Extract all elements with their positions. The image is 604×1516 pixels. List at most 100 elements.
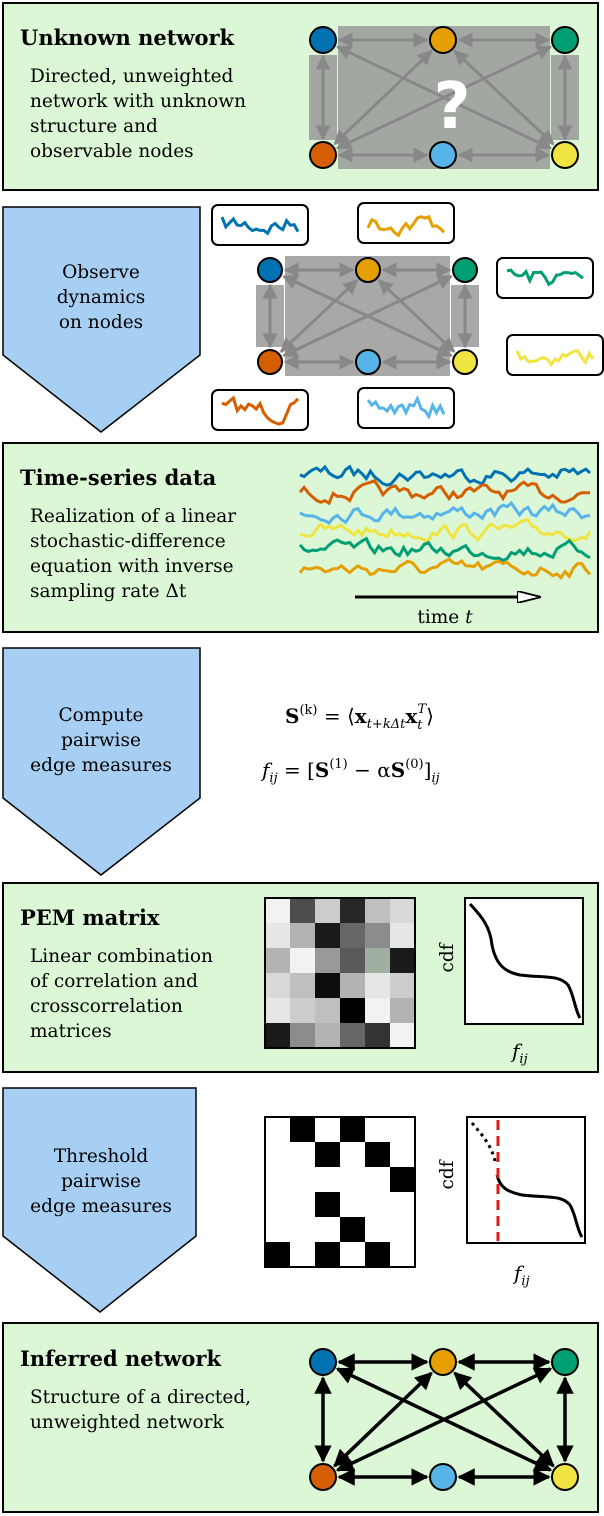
text-line: crosscorrelation	[30, 996, 183, 1017]
node	[429, 1463, 457, 1491]
matrix-cell	[340, 1217, 365, 1242]
matrix-cell	[340, 973, 365, 998]
y-label: cdf	[437, 1159, 458, 1189]
formula: S(k) = ⟨xt+kΔtxtT⟩	[285, 702, 434, 733]
node	[551, 1348, 579, 1376]
matrix-cell	[365, 1142, 390, 1167]
matrix-cell	[390, 973, 415, 998]
text-line: observable nodes	[30, 141, 194, 162]
text-line: equation with inverse	[30, 556, 234, 577]
text-line: Linear combination	[30, 946, 213, 967]
node	[309, 26, 337, 54]
matrix-frame	[264, 897, 416, 1049]
text-line: edge measures	[30, 1196, 172, 1217]
series-line	[515, 349, 595, 368]
series-line	[221, 395, 300, 426]
text-part: (k)	[299, 703, 317, 718]
text-part: T	[417, 702, 427, 717]
network	[256, 256, 479, 376]
node	[257, 349, 283, 375]
text-line: Threshold	[54, 1146, 149, 1167]
node	[551, 1463, 579, 1491]
text-line: Observe	[62, 262, 140, 283]
matrix-cell	[390, 1167, 415, 1192]
matrix-cell	[340, 1117, 365, 1142]
text-line: dynamics	[57, 287, 146, 308]
matrix-cell	[265, 1242, 290, 1267]
node	[355, 257, 381, 283]
text-line: edge measures	[30, 755, 172, 776]
cdf-curve	[468, 902, 582, 1019]
matrix-cell	[290, 1117, 315, 1142]
edge	[453, 1371, 555, 1468]
series-line	[299, 464, 592, 487]
text-part: ij	[269, 771, 277, 786]
text-line: of correlation and	[30, 971, 198, 992]
node	[452, 349, 478, 375]
matrix-cell	[315, 923, 340, 948]
text-line: matrices	[30, 1021, 112, 1042]
matrix-cell	[365, 1023, 390, 1048]
question-mark: ?	[433, 70, 470, 144]
formula: fij = [S(1) − αS(0)]ij	[260, 757, 440, 786]
text-part: time	[417, 607, 465, 628]
matrix-cell	[290, 973, 315, 998]
text-line: pairwise	[61, 730, 141, 751]
matrix-cell	[315, 1142, 340, 1167]
matrix-cell	[315, 898, 340, 923]
text-part: S	[285, 704, 299, 728]
matrix-cell	[265, 1023, 290, 1048]
series-line	[366, 395, 446, 420]
text-line: Structure of a directed,	[30, 1387, 251, 1408]
matrix-cell	[365, 948, 390, 973]
node	[309, 1463, 337, 1491]
text-line: structure and	[30, 116, 158, 137]
matrix-cell	[265, 973, 290, 998]
node	[551, 26, 579, 54]
text-part: x	[405, 704, 418, 728]
text-part: ]	[424, 758, 432, 782]
node	[452, 257, 478, 283]
text-line: Realization of a linear	[30, 506, 236, 527]
matrix-cell	[290, 923, 315, 948]
series-line	[298, 478, 590, 506]
series-line	[298, 557, 592, 580]
node	[551, 141, 579, 169]
text-part: (1)	[329, 757, 347, 772]
text-part: ⟩	[426, 704, 434, 728]
panel-title: PEM matrix	[20, 905, 160, 930]
text-line: pairwise	[61, 1171, 141, 1192]
process-arrow	[2, 206, 201, 433]
series-box	[506, 334, 604, 376]
network	[309, 1348, 579, 1491]
text-line: unweighted network	[30, 1412, 225, 1433]
node	[355, 349, 381, 375]
matrix-cell	[365, 998, 390, 1023]
matrix-cell	[290, 898, 315, 923]
text-part: S	[391, 758, 405, 782]
series-box	[211, 204, 309, 246]
text-line: Compute	[59, 705, 144, 726]
text-line: stochastic-difference	[30, 531, 226, 552]
text-line: sampling rate Δt	[30, 581, 187, 602]
text-part: = ⟨	[317, 704, 354, 728]
matrix	[264, 897, 416, 1049]
edge	[333, 49, 433, 146]
matrix	[264, 1116, 416, 1268]
series-line	[366, 214, 446, 238]
node	[309, 141, 337, 169]
text-part: = [	[278, 758, 315, 782]
matrix-cell	[390, 1023, 415, 1048]
matrix-cell	[265, 923, 290, 948]
text-part: t	[465, 607, 473, 628]
process-arrow	[2, 1087, 197, 1313]
text-line: Directed, unweighted	[30, 66, 234, 87]
text-part: ij	[521, 1274, 529, 1289]
edge	[333, 1371, 433, 1468]
cdf-curve-dropped	[470, 1122, 498, 1166]
matrix-cell	[340, 998, 365, 1023]
matrix-cell	[290, 948, 315, 973]
time-series	[298, 464, 592, 580]
text-part: ij	[519, 1052, 527, 1067]
node	[309, 1348, 337, 1376]
